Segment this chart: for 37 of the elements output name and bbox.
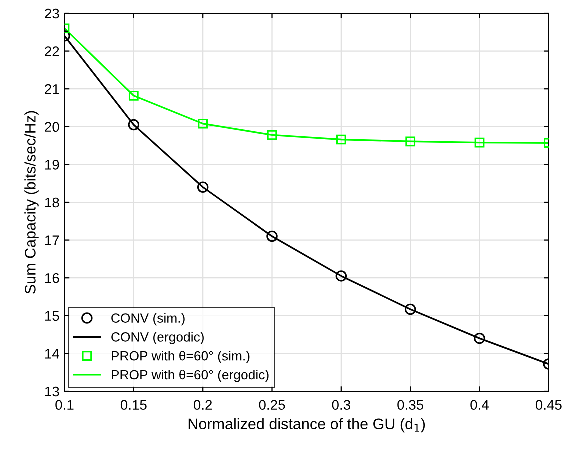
point bbox=[198, 118, 208, 129]
point bbox=[128, 119, 140, 131]
x-tick-label: 0.4 bbox=[470, 400, 490, 410]
point bbox=[336, 134, 346, 145]
x-tick-label: 0.35 bbox=[398, 400, 424, 410]
x-tick-label: 0.2 bbox=[194, 400, 212, 410]
point bbox=[336, 270, 348, 282]
x-tick-label: 0.45 bbox=[536, 400, 562, 410]
y-axis-title: Sum Capacity (bits/sec/Hz) bbox=[24, 111, 39, 294]
point bbox=[404, 304, 416, 316]
point bbox=[197, 182, 209, 194]
x-tick-label: 0.3 bbox=[332, 400, 350, 410]
x-tick-label: 0.25 bbox=[259, 400, 286, 410]
legend-label: PROP with θ=60° (sim.) bbox=[112, 351, 250, 364]
y-tick-label: 23 bbox=[45, 8, 60, 19]
point bbox=[267, 130, 278, 140]
point bbox=[128, 90, 139, 101]
point bbox=[474, 138, 485, 148]
y-tick-label: 13 bbox=[45, 386, 60, 397]
point bbox=[406, 136, 416, 147]
y-tick-label: 17 bbox=[45, 236, 60, 246]
legend-label: CONV (sim.) bbox=[112, 313, 185, 326]
x-tick-label: 0.15 bbox=[120, 400, 147, 410]
y-tick-label: 19 bbox=[45, 160, 60, 170]
y-tick-label: 14 bbox=[45, 349, 60, 359]
legend-label: PROP with θ=60° (ergodic) bbox=[112, 370, 269, 382]
y-tick-label: 22 bbox=[45, 46, 60, 56]
point bbox=[474, 332, 486, 344]
y-tick-label: 18 bbox=[45, 198, 60, 208]
y-tick-label: 21 bbox=[45, 84, 60, 94]
point bbox=[266, 230, 278, 242]
y-tick-label: 15 bbox=[45, 311, 60, 322]
y-tick-label: 16 bbox=[45, 273, 60, 284]
x-axis-title: Normalized distance of the GU (d$_{1}$) bbox=[188, 418, 426, 433]
y-tick-label: 20 bbox=[45, 122, 60, 132]
legend-label: CONV (ergodic) bbox=[112, 332, 204, 344]
x-tick-label: 0.1 bbox=[56, 400, 74, 410]
